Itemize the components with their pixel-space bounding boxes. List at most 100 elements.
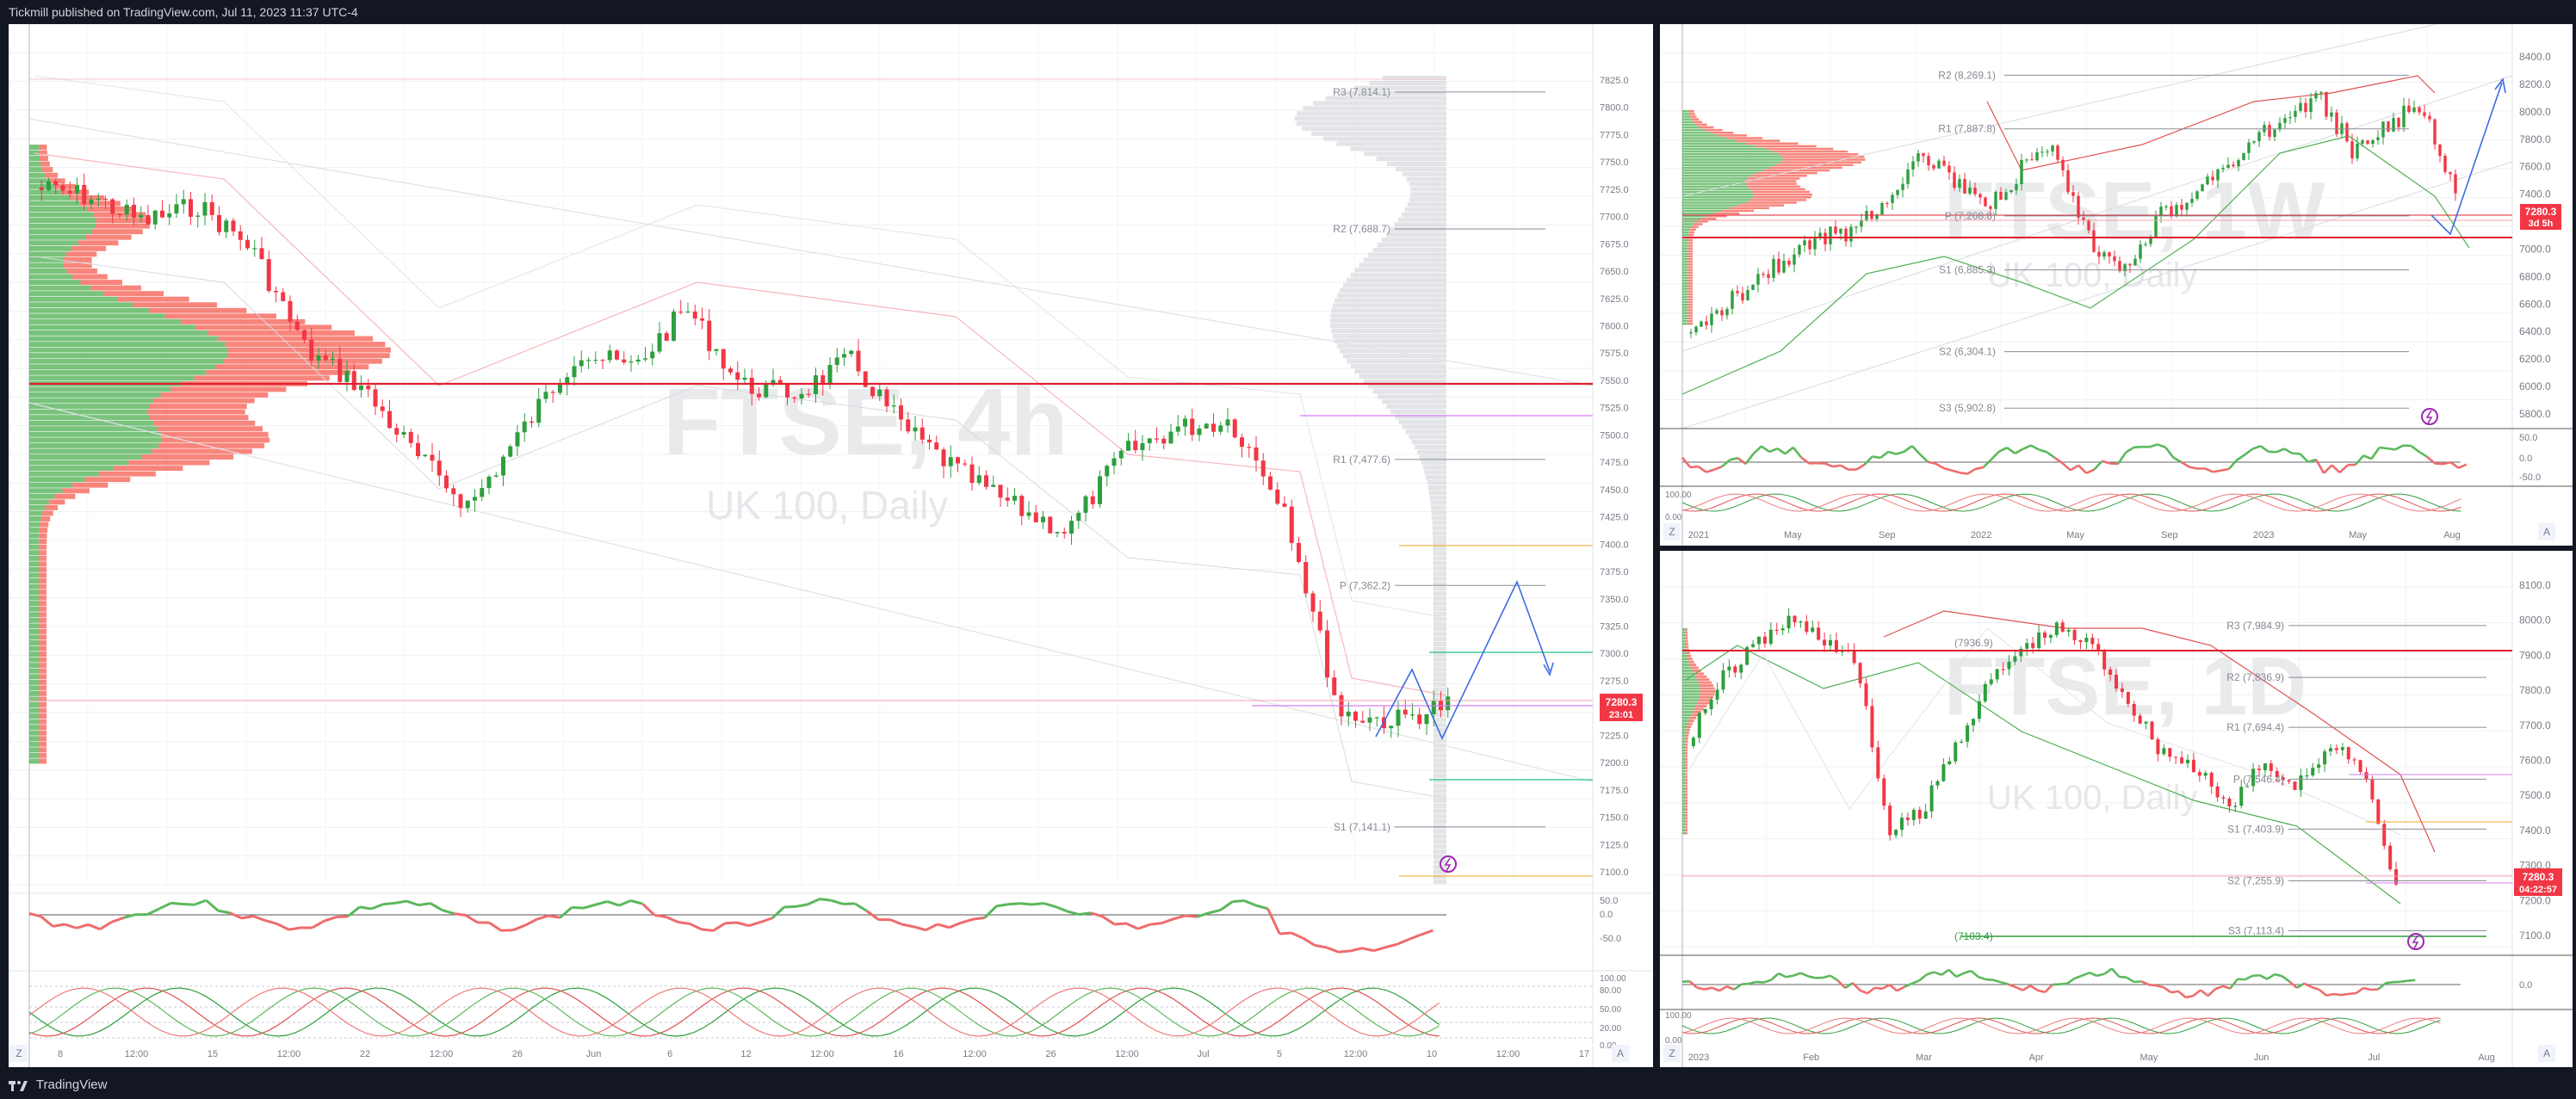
chart-panel-weekly[interactable]: FTSE, 1W UK 100, Daily R2 (8,269.1) R1 (7…	[1660, 24, 2573, 546]
candle-body	[1834, 639, 1838, 652]
profile-bar	[1433, 556, 1446, 561]
oscillator-segment	[1055, 905, 1068, 913]
candle-body	[344, 371, 350, 382]
chart-daily-canvas[interactable]: FTSE, 1D UK 100, Daily R3 (7,984.9)R2 (7…	[1660, 551, 2573, 1067]
oscillator-segment	[111, 917, 125, 923]
flash-icon[interactable]	[1440, 855, 1457, 873]
oscillator-segment	[536, 914, 549, 921]
oscillator-segment	[1696, 986, 1706, 991]
price-axis[interactable]: 7825.07800.07775.07750.07725.07700.07675…	[1600, 76, 1629, 878]
candle-body	[920, 427, 925, 440]
candle-body	[600, 360, 605, 361]
candlesticks[interactable]	[39, 173, 1451, 738]
profile-bar-down	[207, 330, 355, 336]
profile-bar-up	[1682, 214, 1707, 218]
candle-body	[1161, 438, 1167, 444]
profile-bar-up	[29, 358, 224, 364]
projection-drawing[interactable]	[1375, 579, 1554, 740]
time-axis[interactable]: 2021 May Sep 2022 May Sep 2023 May Aug	[1688, 530, 2461, 540]
candle-body	[2268, 125, 2271, 138]
profile-bar-up	[1682, 239, 1688, 242]
oscillator-segment	[1830, 974, 1839, 982]
time-axis[interactable]: 8 12:00 15 12:00 22 12:00 26 Jun 6 12 12:00 16 12:00…	[58, 1049, 1589, 1059]
oscillator-segment	[1978, 975, 1987, 981]
oscillator-segment	[666, 916, 679, 923]
candle-body	[1834, 226, 1837, 234]
candlesticks[interactable]	[1689, 90, 2457, 338]
candle-body	[2206, 176, 2209, 185]
candle-body	[1431, 701, 1436, 714]
oscillator-segment	[2418, 450, 2428, 458]
candle-body	[252, 248, 257, 250]
candlesticks[interactable]	[1691, 608, 2399, 886]
candle-body	[2323, 751, 2327, 765]
profile-bar-down	[1685, 740, 1688, 744]
profile-bar	[1409, 435, 1446, 440]
chart-panel-4h[interactable]: FTSE, 4h UK 100, Daily R3 (7,814.1) R2 (7…	[9, 24, 1653, 1067]
candle-body	[771, 380, 776, 385]
oscillator-segment	[807, 898, 820, 906]
candle-body	[195, 215, 201, 217]
profile-bar-up	[1682, 633, 1686, 637]
profile-bar	[1402, 424, 1446, 429]
chart-panel-daily[interactable]: FTSE, 1D UK 100, Daily R3 (7,984.9) R2 (7…	[1660, 551, 2573, 1067]
profile-bar-up	[1682, 631, 1686, 634]
candle-body	[1757, 636, 1761, 645]
price-tick: 7375.0	[1600, 567, 1629, 577]
candle-body	[2305, 775, 2309, 777]
profile-bar-up	[29, 442, 159, 448]
pivot-label: S1 (7,403.9)	[2227, 823, 2284, 835]
profile-bar	[1427, 485, 1446, 491]
flash-icon[interactable]	[2421, 408, 2438, 425]
pivot-label: P (7,268.8)	[1945, 210, 1996, 222]
chart-4h-canvas[interactable]: FTSE, 4h UK 100, Daily R3 (7,814.1)R2 (7…	[9, 24, 1653, 1067]
candle-body	[366, 386, 371, 390]
profile-bar	[1411, 440, 1446, 445]
profile-bar-up	[1682, 156, 1783, 158]
candle-body	[1012, 496, 1017, 501]
candle-body	[2226, 164, 2230, 169]
zoom-z-button[interactable]: Z	[1663, 1045, 1681, 1062]
zoom-z-button[interactable]: Z	[1663, 523, 1681, 540]
profile-bar-down	[1685, 778, 1688, 781]
horizontal-levels[interactable]	[29, 78, 1593, 877]
auto-scale-button[interactable]: A	[2538, 523, 2555, 540]
oscillator-segment	[1784, 446, 1794, 455]
time-axis[interactable]: 2023 Feb Mar Apr May Jun Jul Aug	[1688, 1053, 2495, 1063]
profile-bar-up	[1682, 220, 1697, 223]
time-tick: May	[2139, 1053, 2158, 1063]
candle-body	[1978, 194, 1982, 198]
price-axis[interactable]: 8400.08200.08000.07800.07600.07400.07200…	[2519, 51, 2551, 420]
chart-weekly-canvas[interactable]: FTSE, 1W UK 100, Daily R2 (8,269.1)R1 (7…	[1660, 24, 2573, 546]
profile-bar-up	[29, 145, 40, 150]
profile-bar-down	[39, 606, 46, 612]
oscillator-segment	[28, 911, 42, 918]
profile-bar-up	[1682, 660, 1689, 664]
flash-icon[interactable]	[2407, 933, 2424, 950]
price-tick: 7800.0	[2519, 684, 2551, 696]
profile-bar	[1419, 454, 1446, 460]
horizontal-levels[interactable]	[1682, 214, 2512, 238]
oscillator-segment	[701, 928, 714, 932]
oscillator-segment	[2425, 455, 2436, 465]
horizontal-levels[interactable]	[1682, 650, 2512, 937]
auto-scale-button[interactable]: A	[2538, 1045, 2555, 1062]
bar-timer: 3d 5h	[2529, 219, 2554, 229]
profile-bar	[1407, 201, 1446, 207]
oscillator-segment	[158, 902, 172, 911]
price-tick: 7725.0	[1600, 185, 1629, 195]
profile-bar-up	[1682, 693, 1700, 696]
time-tick: 2022	[1971, 530, 1991, 540]
profile-bar-down	[1687, 257, 1694, 261]
candle-body	[714, 349, 719, 351]
candle-body	[1958, 178, 1961, 188]
profile-bar-down	[1713, 212, 1740, 215]
profile-bar	[1432, 521, 1446, 526]
profile-bar-up	[1682, 298, 1688, 301]
candle-body	[373, 389, 378, 407]
zoom-z-button[interactable]: Z	[10, 1045, 28, 1062]
candle-body	[124, 204, 129, 215]
auto-scale-button[interactable]: A	[1612, 1045, 1629, 1062]
projection-drawing[interactable]	[2430, 77, 2506, 236]
oscillator-segment	[488, 921, 502, 932]
